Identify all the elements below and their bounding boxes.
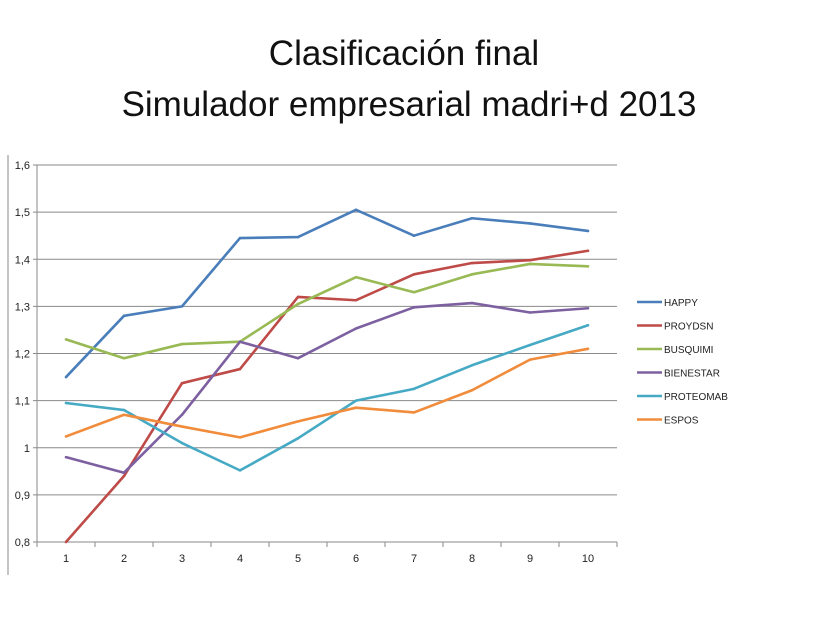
data-point: [180, 342, 184, 346]
legend-label: BUSQUIMI: [664, 345, 713, 356]
data-point: [122, 356, 126, 360]
data-point: [470, 388, 474, 392]
data-point: [354, 208, 358, 212]
data-point: [528, 262, 532, 266]
data-point: [296, 356, 300, 360]
data-point: [470, 301, 474, 305]
data-point: [122, 474, 126, 478]
data-point: [180, 305, 184, 308]
x-tick-label: 8: [469, 553, 475, 565]
series-line-busquimi: [65, 262, 589, 360]
data-point: [238, 367, 242, 371]
data-point: [470, 273, 474, 276]
x-tick-label: 3: [179, 553, 185, 565]
data-point: [180, 381, 184, 385]
data-point: [412, 387, 416, 391]
data-point: [528, 311, 532, 314]
data-point: [296, 302, 300, 306]
data-point: [528, 258, 532, 262]
data-point: [64, 540, 68, 544]
data-point: [180, 441, 184, 445]
series-line-proydsn: [65, 249, 589, 543]
x-tick-label: 5: [295, 553, 301, 565]
data-point: [122, 408, 126, 412]
data-point: [586, 306, 590, 310]
x-tick-label: 10: [582, 553, 594, 565]
x-tick-label: 9: [527, 553, 533, 565]
data-point: [470, 363, 474, 367]
series-line-espos: [65, 347, 589, 439]
data-point: [528, 222, 532, 225]
data-point: [586, 347, 590, 351]
legend-label: ESPOS: [664, 416, 699, 427]
data-point: [296, 420, 300, 423]
y-tick-label: 1,2: [15, 349, 30, 361]
data-point: [586, 229, 590, 233]
data-point: [296, 295, 300, 299]
data-point: [64, 401, 68, 405]
data-point: [354, 406, 358, 409]
x-tick-label: 7: [411, 553, 417, 565]
data-point: [354, 399, 358, 402]
data-point: [180, 413, 184, 417]
series-line-happy: [65, 208, 589, 378]
y-tick-label: 1,6: [15, 160, 30, 172]
y-tick-label: 1,1: [15, 396, 30, 408]
y-tick-label: 1: [24, 443, 30, 455]
data-point: [64, 375, 68, 379]
data-point: [586, 249, 590, 253]
data-point: [180, 425, 184, 428]
y-tick-label: 0,9: [15, 490, 30, 502]
data-point: [354, 327, 358, 330]
data-point: [238, 469, 242, 472]
data-point: [64, 338, 68, 341]
data-point: [470, 216, 474, 220]
data-point: [528, 343, 532, 347]
data-point: [122, 314, 126, 318]
data-point: [238, 340, 242, 344]
data-point: [122, 413, 126, 417]
legend-label: PROTEOMAB: [664, 392, 728, 403]
data-point: [122, 471, 126, 475]
data-point: [354, 298, 358, 302]
data-point: [238, 436, 242, 439]
data-point: [586, 265, 590, 268]
data-point: [296, 437, 300, 440]
data-point: [412, 290, 416, 294]
chart-title: Clasificación final: [268, 34, 540, 73]
legend-label: HAPPY: [664, 298, 698, 309]
x-tick-label: 1: [63, 553, 69, 565]
data-point: [470, 261, 474, 265]
y-tick-label: 1,5: [15, 207, 30, 219]
data-point: [354, 275, 358, 279]
legend-label: BIENESTAR: [664, 369, 720, 380]
data-point: [412, 273, 416, 276]
data-point: [238, 236, 242, 240]
x-tick-label: 2: [121, 553, 127, 565]
chart-subtitle: Simulador empresarial madri+d 2013: [121, 85, 697, 124]
data-point: [586, 323, 590, 327]
data-point: [412, 411, 416, 414]
series-line-bienestar: [65, 301, 589, 475]
data-point: [528, 358, 532, 361]
x-tick-label: 4: [237, 553, 243, 565]
data-point: [412, 234, 416, 237]
data-point: [296, 235, 300, 239]
x-tick-label: 6: [353, 553, 359, 565]
y-tick-label: 0,8: [15, 537, 30, 549]
y-tick-label: 1,4: [15, 254, 30, 266]
data-point: [64, 435, 68, 438]
data-point: [64, 455, 68, 459]
data-point: [412, 306, 416, 309]
y-tick-label: 1,3: [15, 301, 30, 313]
series-line-proteomab: [65, 323, 589, 472]
legend-label: PROYDSN: [664, 322, 713, 333]
